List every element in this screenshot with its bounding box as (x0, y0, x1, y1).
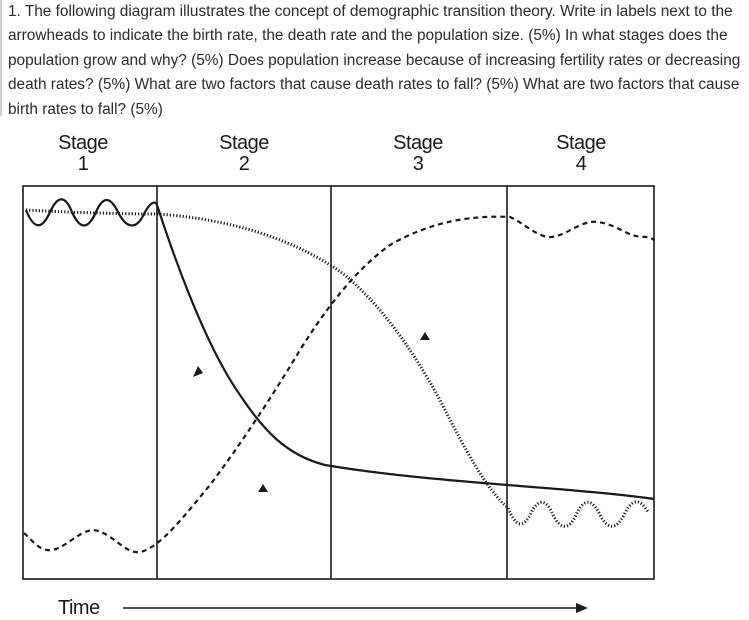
stage-1-number: 1 (77, 153, 89, 175)
stage-4-word: Stage (556, 132, 606, 154)
stage-3-word: Stage (393, 132, 443, 154)
arrowhead-population-size (258, 484, 268, 492)
death-rate-curve (24, 198, 655, 501)
time-axis-label: Time (58, 597, 100, 619)
stage-1-label: Stage 1 (43, 133, 123, 175)
question-text: 1. The following diagram illustrates the… (8, 3, 741, 118)
stage-4-number: 4 (575, 153, 587, 175)
time-axis-arrowhead (576, 603, 588, 613)
stage-3-number: 3 (412, 153, 424, 175)
stage-3-label: Stage 3 (378, 133, 458, 175)
population-size-curve (23, 215, 655, 554)
left-border-rule (0, 0, 2, 116)
birth-rate-curve (25, 208, 650, 528)
diagram-frame (22, 185, 655, 580)
arrowhead-death-rate (193, 366, 203, 377)
stage-4-label: Stage 4 (541, 133, 621, 175)
stage-1-word: Stage (58, 132, 108, 154)
stage-2-number: 2 (238, 153, 250, 175)
arrowhead-birth-rate (420, 332, 430, 340)
stage-2-word: Stage (219, 132, 269, 154)
stage-2-label: Stage 2 (204, 133, 284, 175)
